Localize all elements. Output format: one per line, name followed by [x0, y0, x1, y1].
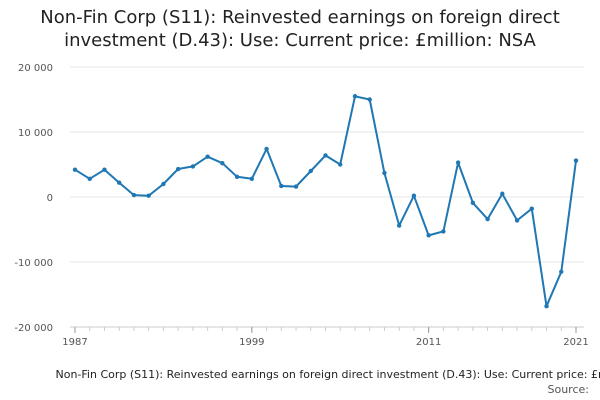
data-point	[352, 94, 358, 99]
data-point	[87, 176, 92, 181]
source-label: Source:	[547, 383, 590, 396]
data-point	[544, 304, 549, 309]
y-tick-label: 20 000	[18, 63, 53, 74]
data-point	[455, 160, 461, 165]
data-point	[573, 158, 579, 163]
data-point	[396, 223, 402, 228]
chart-title-line-1: Non-Fin Corp (S11): Reinvested earnings …	[40, 7, 560, 28]
x-tick-label: 2011	[416, 337, 441, 348]
data-point	[382, 170, 387, 176]
data-point	[367, 97, 372, 102]
data-point	[234, 174, 240, 180]
data-point	[146, 193, 151, 198]
data-point	[175, 166, 181, 172]
chart-title: Non-Fin Corp (S11): Reinvested earnings …	[0, 6, 600, 52]
data-point	[249, 176, 255, 181]
y-tick-label: 0	[47, 193, 53, 204]
x-tick-label: 1999	[239, 337, 264, 348]
chart-title-line-2: investment (D.43): Use: Current price: £…	[64, 30, 536, 51]
caption-text: Non-Fin Corp (S11): Reinvested earnings …	[55, 368, 600, 381]
y-tick-label: 10 000	[18, 128, 53, 139]
data-point	[220, 161, 225, 166]
data-point	[264, 146, 269, 152]
data-point	[161, 181, 166, 187]
y-tick-label: -20 000	[14, 323, 53, 334]
data-point	[102, 167, 107, 172]
data-point	[485, 216, 490, 222]
data-point	[559, 269, 564, 274]
x-tick-label: 1987	[62, 337, 87, 348]
x-tick-label: 2021	[563, 337, 588, 348]
data-point	[308, 168, 313, 174]
data-point	[338, 162, 343, 167]
data-point	[72, 167, 78, 172]
data-point	[426, 233, 431, 238]
axes: -20 000 -10 000 0 10 000 20 000 1987 1999 2011 2…	[14, 63, 588, 348]
data-point	[514, 218, 520, 223]
data-point	[500, 191, 505, 196]
data-point	[279, 183, 284, 189]
data-point	[323, 153, 328, 158]
y-tick-label: -10 000	[14, 258, 53, 269]
data-point	[205, 154, 210, 159]
series-line	[74, 95, 577, 308]
data-point	[529, 206, 534, 211]
chart-caption: Non-Fin Corp (S11): Reinvested earnings …	[0, 368, 600, 381]
data-point	[411, 193, 417, 198]
data-point	[441, 229, 446, 234]
data-point	[131, 192, 137, 198]
data-point	[117, 180, 122, 185]
data-point	[293, 184, 299, 189]
data-point	[190, 164, 196, 169]
data-point	[470, 200, 476, 206]
data-series	[72, 94, 579, 309]
